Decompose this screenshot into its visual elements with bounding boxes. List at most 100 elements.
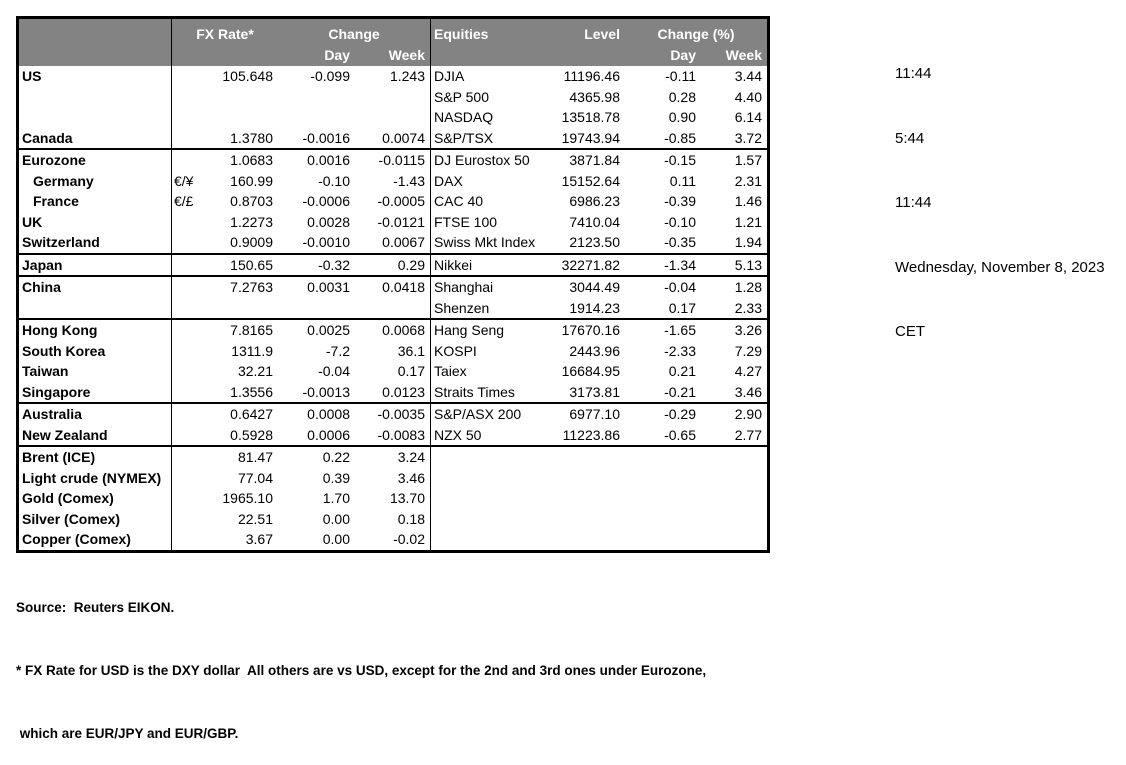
equity-change-day-value: -0.85 xyxy=(664,129,696,146)
equity-change-week-value: 1.46 xyxy=(734,193,762,209)
row-name: Switzerland xyxy=(19,232,172,253)
fx-change-day-value: 0.22 xyxy=(322,449,350,465)
currency-pair-label xyxy=(172,509,206,530)
currency-pair-label xyxy=(172,447,206,468)
equity-name xyxy=(431,447,557,468)
equity-name xyxy=(431,488,557,509)
fx-rate-value: 0.5928 xyxy=(230,426,273,443)
fx-change-week-value: 3.46 xyxy=(355,467,431,488)
equity-change-day-value: -0.39 xyxy=(664,193,696,209)
equity-level-value: 2123.50 xyxy=(569,234,620,250)
row-name: Brent (ICE) xyxy=(19,447,172,468)
equity-name: DJIA xyxy=(434,68,465,84)
equity-change-week-value: 2.77 xyxy=(734,426,762,443)
table-row: Brent (ICE) 81.47 0.22 3.24 xyxy=(19,447,767,468)
equity-change-day-value: -0.65 xyxy=(664,426,696,443)
fx-rate-value: 81.47 xyxy=(237,449,273,465)
currency-pair-label xyxy=(172,529,206,550)
equity-change-day-value xyxy=(625,468,701,489)
table-group: US 105.648 -0.099 1.243 DJIA 11196.46 -0.11 3.4… xyxy=(19,66,767,148)
fx-rate-value: 1.0683 xyxy=(230,152,273,168)
currency-pair-label xyxy=(172,87,206,108)
table-row: Taiwan 32.21 -0.04 0.17 Taiex 16684.95 0.21 4.2… xyxy=(19,361,767,382)
fx-change-week-value: -0.02 xyxy=(355,529,431,550)
fx-change-week-value: 13.70 xyxy=(355,488,431,509)
row-name: France xyxy=(19,191,172,212)
fx-change-day-value: 0.0006 xyxy=(307,426,350,443)
equity-level-value: 2443.96 xyxy=(569,342,620,359)
equity-name: CAC 40 xyxy=(434,193,484,209)
equity-level-value: 11223.86 xyxy=(562,426,620,443)
fx-change-day-value: 0.39 xyxy=(322,469,350,486)
equity-level-value: 1914.23 xyxy=(569,299,620,316)
fx-change-week-value: 0.0074 xyxy=(355,127,431,148)
time-secondary: 5:44 xyxy=(895,129,925,147)
equity-level-value: 13518.78 xyxy=(561,109,620,125)
equity-level-value: 17670.16 xyxy=(561,322,620,338)
equity-change-day-value: -2.33 xyxy=(664,342,696,359)
equity-change-week-value: 4.40 xyxy=(734,88,762,105)
fx-change-week-value: 0.0068 xyxy=(355,320,431,341)
equity-change-week-value xyxy=(701,488,767,509)
fx-change-week-value: 0.17 xyxy=(355,361,431,382)
table-group: Eurozone 1.0683 0.0016 -0.0115 DJ Eurostox 5… xyxy=(19,148,767,253)
fx-change-day-value: 0.0031 xyxy=(307,279,350,295)
fx-rate-value: 160.99 xyxy=(230,172,273,189)
currency-pair-label xyxy=(172,232,206,253)
fx-change-day-value xyxy=(278,107,355,128)
header-eq-day: Day xyxy=(670,47,696,63)
header-empty-cell xyxy=(19,19,172,49)
equity-change-day-value: -1.65 xyxy=(664,322,696,338)
currency-pair-label xyxy=(172,404,206,425)
currency-pair-label xyxy=(172,320,206,341)
equity-level-value: 7410.04 xyxy=(569,213,620,230)
fx-change-day-value: 1.70 xyxy=(322,490,350,506)
fx-change-week-value xyxy=(355,86,431,107)
fx-change-week-value: 0.0067 xyxy=(355,232,431,253)
equity-change-week-value: 6.14 xyxy=(734,109,762,125)
fx-change-day-value xyxy=(278,87,355,108)
row-name xyxy=(19,107,172,128)
table-row: Switzerland 0.9009 -0.0010 0.0067 Swiss Mkt … xyxy=(19,232,767,253)
fx-change-week-value: -0.0005 xyxy=(355,191,431,212)
fx-rate-value: 7.8165 xyxy=(230,322,273,338)
equity-name: Shenzen xyxy=(434,299,490,316)
fx-rate-value xyxy=(206,298,278,319)
table-row: Light crude (NYMEX) 77.04 0.39 3.46 xyxy=(19,467,767,489)
equity-level-value: 4365.98 xyxy=(569,88,620,105)
currency-pair-label xyxy=(172,468,206,489)
fx-change-day-value: -0.04 xyxy=(318,363,350,379)
equity-level-value: 32271.82 xyxy=(561,256,620,273)
header-fx-change: Change xyxy=(278,19,431,49)
equity-level-value xyxy=(557,529,625,550)
fx-change-day-value: 0.00 xyxy=(322,531,350,547)
header-fx-rate: FX Rate* xyxy=(196,26,254,42)
row-name: Taiwan xyxy=(19,361,172,382)
table-row: China 7.2763 0.0031 0.0418 Shanghai 3044.49 -0… xyxy=(19,277,767,298)
table-row: UK 1.2273 0.0028 -0.0121 FTSE 100 7410.04 -0.1… xyxy=(19,211,767,232)
row-name: New Zealand xyxy=(19,424,172,445)
footnote-line-1: * FX Rate for USD is the DXY dollar All … xyxy=(16,663,707,678)
row-name xyxy=(19,86,172,107)
fx-rate-value xyxy=(206,107,278,128)
currency-pair-label xyxy=(172,128,206,149)
table-group: Australia 0.6427 0.0008 -0.0035 S&P/ASX 200 6… xyxy=(19,402,767,445)
fx-change-week-value: 36.1 xyxy=(355,340,431,361)
currency-pair-label xyxy=(172,298,206,319)
market-summary-table: FX Rate* Change Equities Level Change (%… xyxy=(16,16,770,553)
currency-pair-label xyxy=(172,425,206,446)
table-row: Shenzen 1914.23 0.17 2.33 xyxy=(19,297,767,319)
fx-change-week-value: -0.0121 xyxy=(355,211,431,232)
equity-level-value: 6977.10 xyxy=(569,406,620,422)
equity-name: Swiss Mkt Index xyxy=(434,234,536,250)
table-row: South Korea 1311.9 -7.2 36.1 KOSPI 2443.96 -2.… xyxy=(19,340,767,361)
time-local: 11:44 xyxy=(895,65,932,82)
fx-change-week-value: 0.0418 xyxy=(355,277,431,298)
row-name: UK xyxy=(19,211,172,232)
fx-rate-value: 150.65 xyxy=(230,256,273,273)
equity-change-week-value: 2.90 xyxy=(734,406,762,422)
currency-pair-label: €/£ xyxy=(174,193,194,209)
equity-change-week-value xyxy=(701,529,767,550)
header-level: Level xyxy=(584,26,620,42)
header-fx-week: Week xyxy=(355,45,431,66)
